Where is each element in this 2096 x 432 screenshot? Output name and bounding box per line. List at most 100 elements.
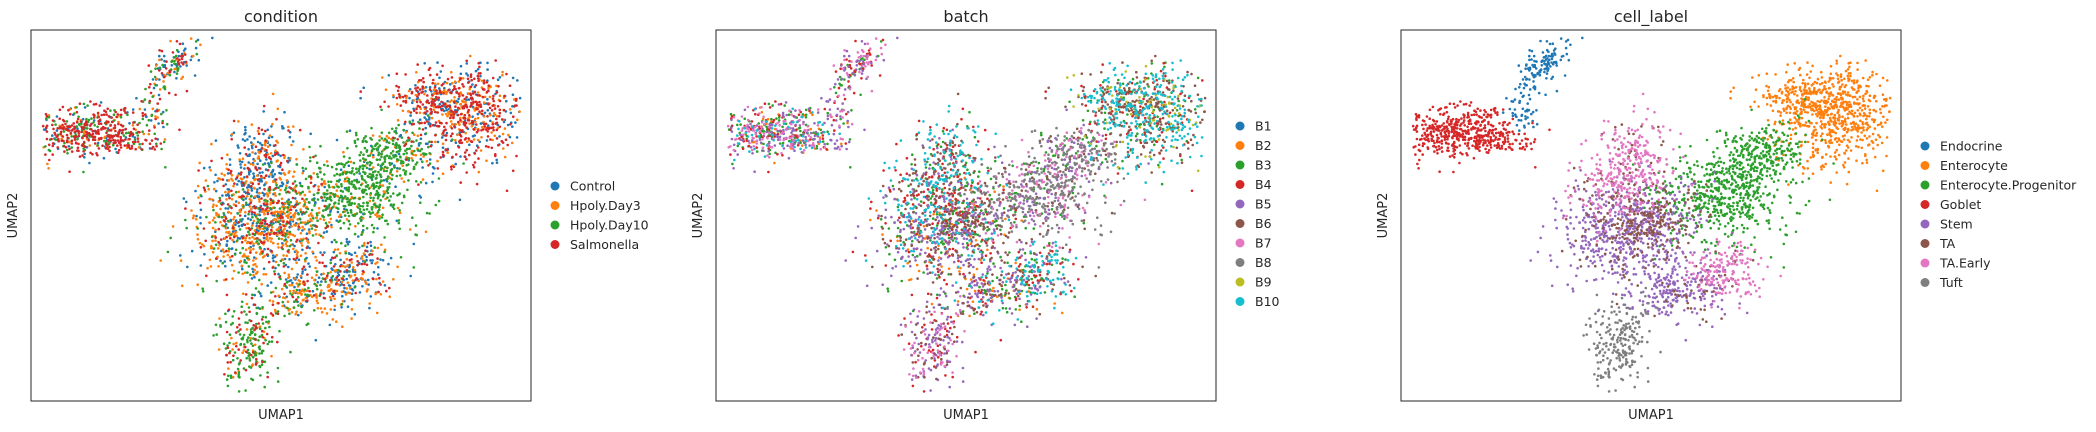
scatter-point bbox=[428, 212, 431, 215]
scatter-point bbox=[47, 143, 51, 147]
scatter-point bbox=[269, 172, 273, 176]
scatter-point bbox=[354, 187, 357, 190]
scatter-point bbox=[271, 254, 275, 257]
scatter-point bbox=[270, 223, 274, 227]
scatter-point bbox=[777, 119, 781, 122]
scatter-point bbox=[131, 108, 135, 111]
scatter-point bbox=[282, 262, 286, 265]
scatter-point bbox=[254, 215, 258, 218]
scatter-point bbox=[306, 299, 309, 302]
scatter-point bbox=[319, 217, 322, 221]
scatter-point bbox=[801, 144, 804, 147]
scatter-point bbox=[118, 128, 122, 132]
scatter-point bbox=[350, 182, 353, 186]
scatter-point bbox=[124, 127, 128, 131]
scatter-point bbox=[119, 146, 123, 149]
scatter-point bbox=[1030, 257, 1034, 261]
scatter-point bbox=[291, 196, 295, 200]
scatter-point bbox=[45, 126, 48, 129]
scatter-point bbox=[256, 237, 259, 240]
scatter-point bbox=[158, 88, 162, 91]
scatter-point bbox=[235, 344, 238, 348]
scatter-point bbox=[475, 107, 479, 110]
scatter-point bbox=[339, 213, 342, 216]
scatter-point bbox=[476, 74, 480, 78]
scatter-point bbox=[263, 176, 266, 180]
scatter-point bbox=[101, 144, 104, 147]
scatter-point bbox=[260, 363, 264, 367]
scatter-point bbox=[408, 228, 412, 231]
scatter-point bbox=[347, 186, 351, 189]
scatter-point bbox=[801, 113, 805, 116]
scatter-point bbox=[773, 161, 776, 165]
scatter-point bbox=[230, 336, 233, 340]
scatter-point bbox=[258, 186, 262, 190]
scatter-point bbox=[1150, 72, 1153, 75]
scatter-point bbox=[314, 266, 317, 270]
scatter-point bbox=[370, 208, 374, 211]
scatter-point bbox=[422, 80, 426, 84]
scatter-point bbox=[264, 315, 268, 319]
scatter-point bbox=[846, 121, 849, 125]
scatter-point bbox=[356, 181, 359, 184]
scatter-point bbox=[436, 105, 440, 108]
scatter-point bbox=[395, 127, 398, 130]
scatter-point bbox=[509, 123, 512, 126]
scatter-point bbox=[942, 229, 945, 233]
scatter-point bbox=[372, 277, 375, 281]
scatter-point bbox=[340, 302, 344, 306]
scatter-point bbox=[283, 227, 286, 231]
scatter-point bbox=[61, 135, 65, 138]
scatter-point bbox=[442, 82, 445, 86]
scatter-point bbox=[339, 226, 343, 230]
scatter-point bbox=[300, 241, 303, 245]
scatter-point bbox=[246, 348, 250, 352]
scatter-point bbox=[82, 102, 86, 106]
scatter-point bbox=[486, 109, 490, 112]
scatter-point bbox=[478, 100, 481, 104]
scatter-point bbox=[323, 163, 326, 167]
scatter-point bbox=[358, 172, 362, 175]
scatter-point bbox=[1004, 283, 1007, 287]
scatter-point bbox=[236, 144, 239, 147]
scatter-point bbox=[267, 175, 271, 178]
scatter-point bbox=[370, 126, 373, 130]
scatter-point bbox=[235, 176, 239, 179]
scatter-point bbox=[137, 146, 141, 149]
scatter-point bbox=[162, 80, 165, 83]
scatter-point bbox=[1052, 154, 1055, 158]
scatter-point bbox=[202, 244, 206, 248]
scatter-point bbox=[296, 238, 299, 242]
scatter-point bbox=[258, 191, 261, 195]
scatter-point bbox=[136, 134, 140, 137]
scatter-point bbox=[438, 91, 442, 94]
scatter-point bbox=[251, 293, 254, 297]
scatter-point bbox=[419, 157, 423, 161]
scatter-point bbox=[93, 135, 97, 139]
scatter-point bbox=[420, 147, 424, 151]
scatter-point bbox=[380, 155, 383, 159]
scatter-point bbox=[381, 195, 385, 198]
scatter-point bbox=[353, 179, 356, 182]
scatter-point bbox=[154, 67, 157, 70]
scatter-point bbox=[501, 70, 504, 74]
scatter-point bbox=[511, 76, 515, 80]
scatter-point bbox=[192, 214, 195, 217]
scatter-point bbox=[364, 158, 368, 161]
scatter-point bbox=[819, 128, 822, 132]
scatter-point bbox=[868, 52, 871, 55]
scatter-point bbox=[1103, 111, 1107, 115]
scatter-point bbox=[128, 122, 131, 125]
scatter-point bbox=[322, 180, 326, 183]
scatter-point bbox=[369, 244, 373, 247]
scatter-point bbox=[134, 147, 137, 151]
scatter-point bbox=[1008, 297, 1012, 300]
scatter-point bbox=[92, 119, 96, 122]
scatter-point bbox=[411, 119, 415, 122]
scatter-point bbox=[473, 134, 477, 137]
scatter-point bbox=[453, 80, 457, 83]
scatter-point bbox=[467, 119, 471, 122]
scatter-point bbox=[96, 111, 100, 115]
scatter-point bbox=[476, 138, 480, 142]
scatter-point bbox=[337, 199, 341, 202]
